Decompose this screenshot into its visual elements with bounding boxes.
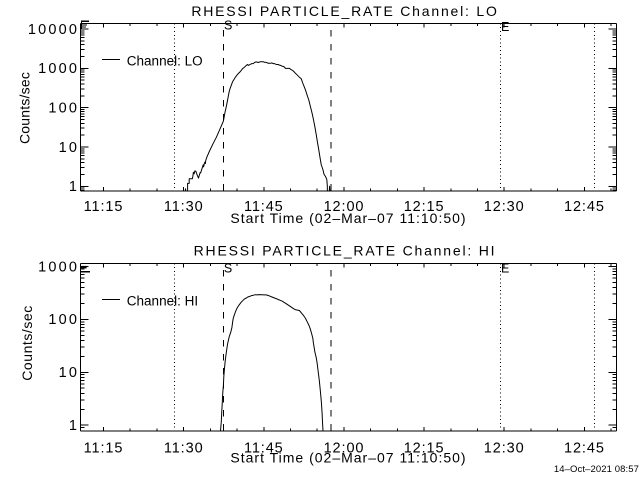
svg-text:11:30: 11:30 [164, 199, 204, 215]
svg-text:12:45: 12:45 [564, 441, 605, 457]
svg-text:S: S [224, 262, 232, 276]
svg-text:RHESSI PARTICLE_RATE Channel:: RHESSI PARTICLE_RATE Channel: LO [191, 3, 498, 19]
svg-text:12:15: 12:15 [404, 199, 445, 215]
svg-text:11:15: 11:15 [84, 441, 124, 457]
svg-text:11:15: 11:15 [84, 199, 124, 215]
svg-text:E: E [501, 20, 509, 34]
svg-text:Channel: HI: Channel: HI [127, 293, 198, 308]
svg-text:12:30: 12:30 [484, 199, 525, 215]
svg-text:100: 100 [48, 312, 79, 328]
svg-text:RHESSI PARTICLE_RATE Channel:: RHESSI PARTICLE_RATE Channel: HI [194, 243, 497, 259]
svg-text:11:45: 11:45 [244, 199, 284, 215]
svg-text:100: 100 [48, 101, 79, 117]
svg-text:Counts/sec: Counts/sec [19, 305, 35, 381]
svg-text:1: 1 [69, 418, 79, 434]
svg-text:Counts/sec: Counts/sec [16, 72, 32, 144]
svg-text:11:45: 11:45 [244, 441, 284, 457]
svg-text:10000: 10000 [28, 22, 79, 38]
svg-text:12:45: 12:45 [564, 199, 605, 215]
svg-text:12:00: 12:00 [324, 199, 365, 215]
svg-text:E: E [501, 262, 509, 276]
svg-text:1000: 1000 [38, 61, 79, 77]
svg-text:12:00: 12:00 [324, 441, 365, 457]
svg-text:1: 1 [69, 179, 79, 195]
svg-text:S: S [224, 18, 232, 32]
svg-text:Start Time (02–Mar–07 11:10:50: Start Time (02–Mar–07 11:10:50) [230, 210, 466, 226]
svg-text:12:30: 12:30 [484, 441, 525, 457]
svg-text:10: 10 [59, 140, 80, 156]
svg-text:1000: 1000 [38, 259, 79, 275]
svg-text:Channel: LO: Channel: LO [127, 53, 203, 68]
svg-text:14–Oct–2021 08:57: 14–Oct–2021 08:57 [554, 464, 639, 475]
svg-text:Start Time (02–Mar–07 11:10:50: Start Time (02–Mar–07 11:10:50) [230, 450, 466, 466]
svg-text:11:30: 11:30 [164, 441, 204, 457]
svg-text:12:15: 12:15 [404, 441, 445, 457]
svg-text:10: 10 [59, 365, 80, 381]
